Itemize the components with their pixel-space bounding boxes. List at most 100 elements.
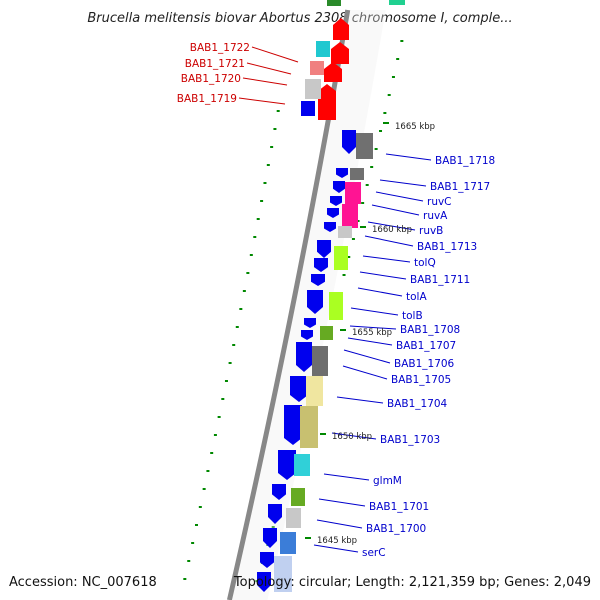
reverse-gene-arrow [311,274,325,286]
scale-tick [305,537,311,539]
topology-text: Topology: circular; Length: 2,121,359 bp… [233,575,591,590]
gene-block [320,326,333,340]
reverse-gene-label-connector [350,307,399,316]
gene-block-cyan [316,41,330,57]
tick-dot [400,40,404,42]
reverse-gene-arrow [263,528,277,548]
reverse-gene-label-connector [357,287,403,297]
forward-gene-arrow [331,42,349,64]
tick-dot [228,362,232,364]
tick-dot [183,578,187,580]
tick-dot [206,470,210,472]
tick-dot [191,542,195,544]
gene-block [291,488,305,506]
reverse-gene-label[interactable]: BAB1_1711 [410,274,470,286]
tick-dot [235,326,239,328]
reverse-gene-arrow [324,222,336,232]
tick-dot [396,58,400,60]
gene-block [300,406,318,448]
reverse-gene-label[interactable]: BAB1_1718 [435,155,495,167]
tick-dot [213,434,217,436]
track-band [227,10,386,600]
reverse-gene-arrow [301,330,313,340]
reverse-gene-label[interactable]: ruvC [427,196,452,208]
gene-block [350,168,364,180]
tick-dot [270,146,274,148]
scale-tick [340,329,346,331]
scale-tick [320,433,326,435]
reverse-gene-arrow [260,552,274,568]
gene-block [334,246,348,270]
forward-gene-label[interactable]: BAB1_1721 [185,58,245,70]
reverse-gene-label-connector [331,432,377,440]
reverse-gene-label[interactable]: ruvA [423,210,448,222]
reverse-gene-label[interactable]: tolB [402,310,423,322]
tick-dot [263,182,267,184]
forward-gene-label-connector [246,62,292,75]
reverse-gene-label[interactable]: BAB1_1703 [380,434,440,446]
reverse-gene-label[interactable]: BAB1_1704 [387,398,448,410]
forward-gene-label[interactable]: BAB1_1720 [181,73,241,85]
gene-labels-layer: BAB1_1722 BAB1_1721 BAB1_1720 BAB1_1719 BAB1… [177,42,496,559]
map-title: Brucella melitensis biovar Abortus 2308 … [87,11,512,26]
reverse-gene-label[interactable]: glmM [373,475,402,487]
reverse-gene-label-connector [362,255,411,263]
reverse-gene-label[interactable]: BAB1_1701 [369,501,429,513]
tick-dot [391,76,395,78]
reverse-gene-label-connector [347,337,393,346]
gene-block [286,508,301,528]
tick-dot [374,148,378,150]
reverse-gene-label[interactable]: tolQ [414,257,436,269]
reverse-gene-label[interactable]: BAB1_1706 [394,358,455,370]
gene-block [274,556,292,592]
reverse-gene-label[interactable]: serC [362,547,386,559]
reverse-gene-arrow [314,258,328,272]
reverse-gene-arrow [290,376,308,402]
reverse-gene-label[interactable]: BAB1_1708 [400,324,460,336]
reverse-gene-label-connector [349,325,397,330]
scale-label: 1655 kbp [352,328,392,338]
forward-gene-arrow [318,84,336,120]
scale-label: 1660 kbp [372,225,412,235]
tick-dot [370,166,374,168]
forward-gene-label-connector [242,77,288,86]
tick-dot [356,220,360,222]
reverse-gene-arrow [336,168,348,178]
tick-dot [210,452,214,454]
tick-dot [276,110,280,112]
reverse-gene-label[interactable]: BAB1_1717 [430,181,490,193]
reverse-gene-label[interactable]: BAB1_1713 [417,241,477,253]
gene-block [338,226,352,238]
reverse-gene-label[interactable]: tolA [406,291,427,303]
gene-block [342,204,358,228]
tick-dot [221,398,225,400]
reverse-gene-label-connector [375,191,424,202]
tick-dot [365,184,369,186]
gene-block-blue [301,101,315,116]
reverse-gene-label[interactable]: BAB1_1705 [391,374,451,386]
tick-dot [242,290,246,292]
gene-block [356,133,373,159]
reverse-gene-label-connector [323,473,370,481]
gene-block-grey [305,79,321,99]
accession-text: Accession: NC_007618 [9,575,157,590]
forward-gene-arrow [333,18,349,40]
reverse-gene-arrow [333,181,345,193]
reverse-gene-label-connector [379,179,427,187]
tick-dot [387,94,391,96]
reverse-gene-label-connector [364,235,414,247]
forward-gene-label[interactable]: BAB1_1722 [190,42,250,54]
gene-features-layer [257,0,405,592]
feature-block [327,0,341,6]
reverse-gene-label-connector [367,221,416,231]
reverse-gene-label[interactable]: ruvB [419,225,443,237]
reverse-gene-label[interactable]: BAB1_1707 [396,340,456,352]
reverse-gene-arrow [330,196,342,206]
tick-dot [347,256,351,258]
tick-dot [224,380,228,382]
tick-dot [383,112,387,114]
reverse-gene-label[interactable]: BAB1_1700 [366,523,426,535]
reverse-gene-label-connector [342,365,388,380]
forward-gene-label[interactable]: BAB1_1719 [177,93,237,105]
